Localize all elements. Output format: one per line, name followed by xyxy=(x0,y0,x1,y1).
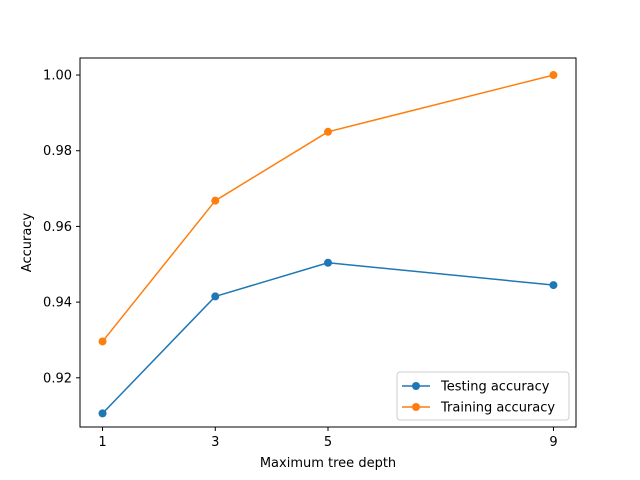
data-point-training-accuracy xyxy=(98,337,107,346)
data-point-testing-accuracy xyxy=(211,292,220,301)
plot-lines xyxy=(101,74,555,415)
y-axis-title: Accuracy xyxy=(20,213,35,273)
legend-label-training: Training accuracy xyxy=(440,401,555,416)
series-line-testing-accuracy xyxy=(101,262,555,415)
y-tick-label: 0.98 xyxy=(43,144,72,159)
data-point-testing-accuracy xyxy=(324,258,332,267)
y-tick-label: 0.92 xyxy=(43,371,72,386)
data-point-testing-accuracy xyxy=(549,281,558,290)
plot-markers xyxy=(98,71,558,418)
legend-marker-testing xyxy=(412,382,420,390)
data-point-training-accuracy xyxy=(549,71,558,80)
legend-marker-training xyxy=(412,403,420,411)
data-point-training-accuracy xyxy=(324,127,332,136)
y-axis-ticks: 0.92 0.94 0.96 0.98 1.00 xyxy=(43,69,80,386)
x-tick-label: 5 xyxy=(324,435,332,450)
y-tick-label: 0.94 xyxy=(43,296,72,311)
x-tick-label: 9 xyxy=(549,435,557,450)
legend-label-testing: Testing accuracy xyxy=(440,380,550,395)
y-tick-label: 0.96 xyxy=(43,220,72,235)
series-line-training-accuracy xyxy=(101,74,555,343)
legend: Testing accuracy Training accuracy xyxy=(396,371,570,421)
legend-box xyxy=(396,371,570,421)
x-tick-label: 1 xyxy=(98,435,106,450)
data-point-training-accuracy xyxy=(211,196,220,205)
x-axis-title: Maximum tree depth xyxy=(260,456,396,471)
data-point-testing-accuracy xyxy=(98,409,107,418)
x-axis-ticks: 1 3 5 9 xyxy=(98,427,558,450)
y-tick-label: 1.00 xyxy=(43,69,72,84)
x-tick-label: 3 xyxy=(211,435,219,450)
